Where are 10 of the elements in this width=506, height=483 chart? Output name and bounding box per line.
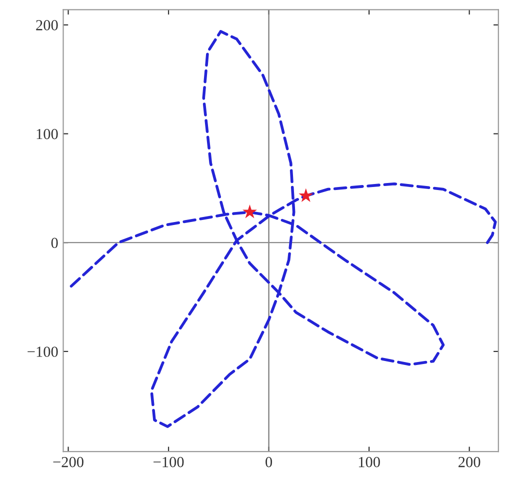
x-tick-label: −100 — [154, 456, 184, 468]
x-tick-label: 0 — [266, 456, 272, 468]
x-tick-label: 100 — [358, 456, 380, 468]
y-tick-label: −100 — [28, 346, 58, 357]
x-tick-label: −200 — [53, 456, 84, 468]
line-series — [70, 30, 497, 428]
y-tick-label: 200 — [36, 20, 58, 30]
y-tick-label: 100 — [36, 128, 58, 140]
y-tick-label: 0 — [51, 238, 58, 248]
x-tick-label: 200 — [458, 456, 480, 468]
